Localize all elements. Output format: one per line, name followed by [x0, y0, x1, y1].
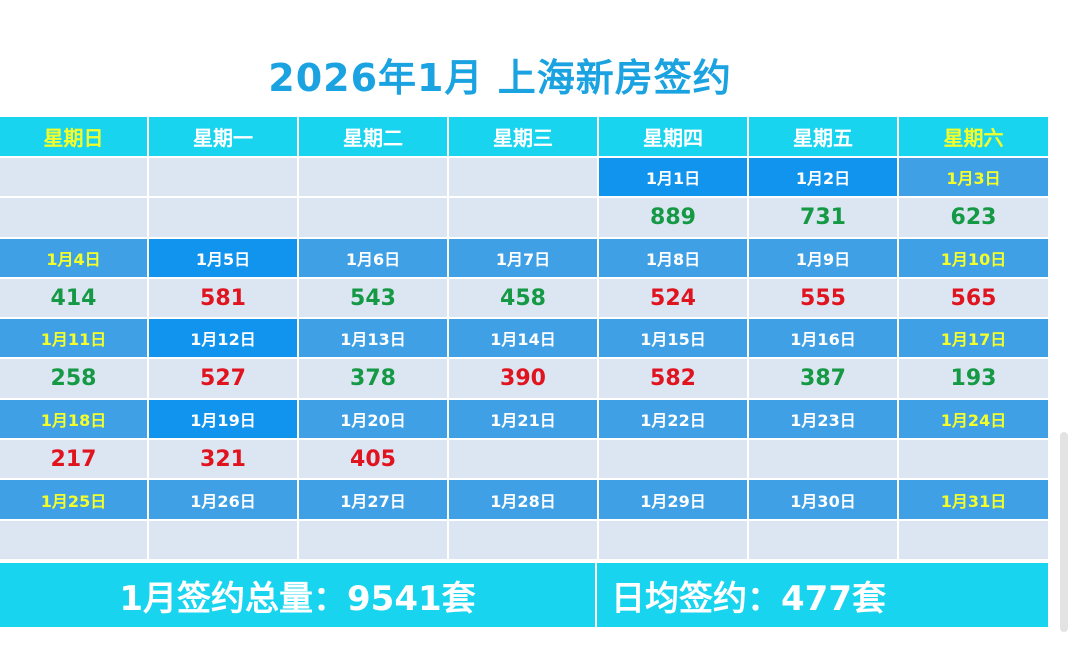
sales-value-cell: 527: [149, 359, 299, 400]
date-cell: 1月27日: [299, 480, 449, 521]
date-cell: 1月2日: [749, 158, 899, 199]
date-cell: 1月9日: [749, 238, 899, 279]
empty-cell: [0, 520, 149, 561]
daily-average: 日均签约：477套: [597, 563, 1048, 627]
weekday-header: 星期五: [749, 117, 899, 158]
empty-cell: [599, 520, 749, 561]
date-cell: 1月1日: [599, 158, 749, 199]
empty-cell: [449, 158, 599, 199]
date-cell: 1月30日: [749, 480, 899, 521]
empty-cell: [149, 520, 299, 561]
empty-cell: [449, 520, 599, 561]
scrollbar[interactable]: [1060, 432, 1068, 632]
empty-cell: [299, 198, 449, 239]
date-cell: 1月22日: [599, 399, 749, 441]
weekday-header: 星期六: [899, 117, 1048, 158]
weekday-header: 星期二: [299, 117, 449, 158]
sales-value-cell: 581: [149, 278, 299, 320]
date-cell: 1月4日: [0, 238, 149, 279]
date-cell: 1月18日: [0, 399, 149, 441]
sales-value-cell: 582: [599, 359, 749, 400]
sales-value-cell: 555: [749, 278, 899, 320]
date-cell: 1月17日: [899, 319, 1048, 360]
sales-value-cell: 731: [749, 198, 899, 239]
empty-cell: [749, 440, 899, 481]
date-cell: 1月20日: [299, 399, 449, 441]
date-cell: 1月25日: [0, 480, 149, 521]
empty-cell: [299, 520, 449, 561]
date-cell: 1月11日: [0, 319, 149, 360]
sales-value-cell: 543: [299, 278, 449, 320]
date-cell: 1月23日: [749, 399, 899, 441]
empty-cell: [149, 198, 299, 239]
sales-value-cell: 524: [599, 278, 749, 320]
date-cell: 1月21日: [449, 399, 599, 441]
date-cell: 1月31日: [899, 480, 1048, 521]
monthly-total: 1月签约总量：9541套: [0, 563, 597, 627]
empty-cell: [149, 158, 299, 199]
weekday-header: 星期日: [0, 117, 149, 158]
calendar-table: 星期日 星期一 星期二 星期三 星期四 星期五 星期六 1月1日 1月2日 1月3日 889 731 6…: [0, 117, 1048, 561]
date-cell: 1月10日: [899, 238, 1048, 279]
empty-cell: [449, 198, 599, 239]
empty-cell: [299, 158, 449, 199]
sales-value-cell: 258: [0, 359, 149, 400]
weekday-header: 星期三: [449, 117, 599, 158]
sales-value-cell: 405: [299, 440, 449, 481]
empty-cell: [599, 440, 749, 481]
sales-value-cell: 390: [449, 359, 599, 400]
date-cell: 1月15日: [599, 319, 749, 360]
date-cell: 1月29日: [599, 480, 749, 521]
date-cell: 1月13日: [299, 319, 449, 360]
sales-value-cell: 378: [299, 359, 449, 400]
date-cell: 1月7日: [449, 238, 599, 279]
date-cell: 1月6日: [299, 238, 449, 279]
date-cell: 1月16日: [749, 319, 899, 360]
sales-value-cell: 217: [0, 440, 149, 481]
sales-value-cell: 193: [899, 359, 1048, 400]
date-cell: 1月5日: [149, 238, 299, 279]
sales-value-cell: 565: [899, 278, 1048, 320]
sales-value-cell: 458: [449, 278, 599, 320]
sales-value-cell: 321: [149, 440, 299, 481]
empty-cell: [899, 520, 1048, 561]
summary-footer: 1月签约总量：9541套 日均签约：477套: [0, 563, 1048, 627]
sales-value-cell: 414: [0, 278, 149, 320]
weekday-header: 星期一: [149, 117, 299, 158]
sales-value-cell: 889: [599, 198, 749, 239]
date-cell: 1月14日: [449, 319, 599, 360]
sales-value-cell: 387: [749, 359, 899, 400]
empty-cell: [749, 520, 899, 561]
date-cell: 1月19日: [149, 399, 299, 441]
empty-cell: [899, 440, 1048, 481]
date-cell: 1月3日: [899, 158, 1048, 199]
empty-cell: [0, 158, 149, 199]
page-title: 2026年1月 上海新房签约: [268, 56, 732, 100]
date-cell: 1月28日: [449, 480, 599, 521]
empty-cell: [449, 440, 599, 481]
date-cell: 1月24日: [899, 399, 1048, 441]
date-cell: 1月8日: [599, 238, 749, 279]
weekday-header: 星期四: [599, 117, 749, 158]
date-cell: 1月26日: [149, 480, 299, 521]
sales-value-cell: 623: [899, 198, 1048, 239]
date-cell: 1月12日: [149, 319, 299, 360]
empty-cell: [0, 198, 149, 239]
